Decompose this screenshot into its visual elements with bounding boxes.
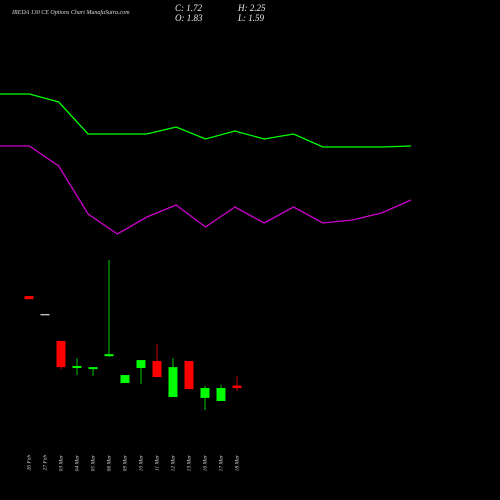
candle-body xyxy=(136,360,146,369)
x-tick-label: 05 Mar xyxy=(90,454,96,471)
indicator-line xyxy=(0,145,412,235)
high-label: H: 2.25 xyxy=(237,3,266,13)
candle-body xyxy=(232,385,242,389)
candle-body xyxy=(56,340,66,368)
indicator-line xyxy=(0,93,412,148)
candle-body xyxy=(120,375,130,383)
open-label: O: 1.83 xyxy=(175,13,203,23)
candle-body xyxy=(200,388,210,398)
x-tick-label: 13 Mar xyxy=(186,454,192,471)
candle-body xyxy=(168,367,178,398)
candle-body xyxy=(216,388,226,402)
x-tick-label: 26 Feb xyxy=(26,455,32,471)
candle-body xyxy=(184,360,194,390)
x-tick-label: 11 Mar xyxy=(154,454,160,471)
x-tick-label: 27 Feb xyxy=(42,455,48,471)
x-tick-label: 17 Mar xyxy=(218,454,224,471)
candle-body xyxy=(40,314,50,316)
candle-body xyxy=(88,367,98,370)
close-label: C: 1.72 xyxy=(175,3,203,13)
x-tick-label: 03 Mar xyxy=(58,454,64,471)
candle-body xyxy=(24,296,34,300)
x-tick-label: 18 Mar xyxy=(234,454,240,471)
x-tick-label: 06 Mar xyxy=(106,454,112,471)
candle-body xyxy=(152,360,162,378)
x-tick-label: 09 Mar xyxy=(122,454,128,471)
chart-title: IREDA 130 CE Options Chart MunafaSutra.c… xyxy=(11,9,130,16)
x-tick-label: 12 Mar xyxy=(170,454,176,471)
x-tick-label: 10 Mar xyxy=(138,454,144,471)
candle-body xyxy=(104,354,114,357)
candle-body xyxy=(72,366,82,369)
low-label: L: 1.59 xyxy=(237,13,265,23)
x-tick-label: 16 Mar xyxy=(202,454,208,471)
x-tick-label: 04 Mar xyxy=(73,454,80,471)
